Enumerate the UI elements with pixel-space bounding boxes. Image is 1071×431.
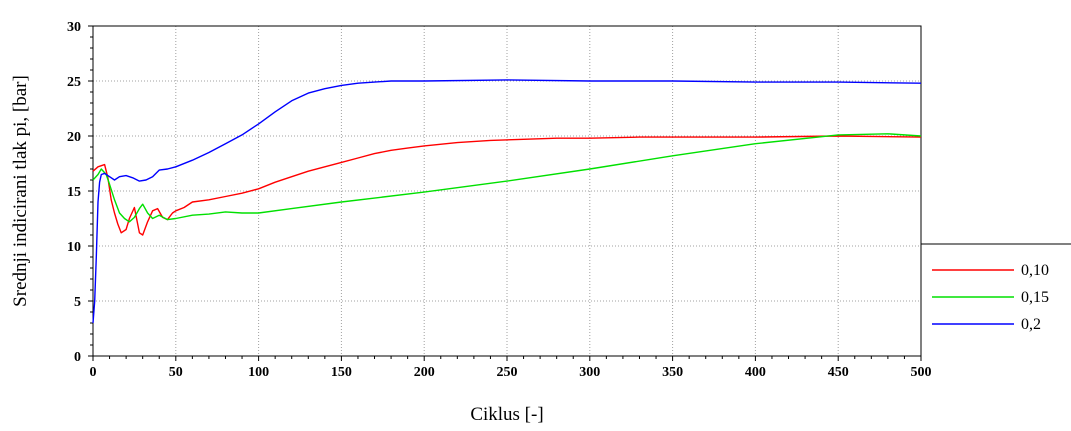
legend-label-2: 0,15 [1021, 289, 1049, 306]
legend-label-3: 0,2 [1021, 316, 1041, 333]
axis-ticks: 0 50 100 150 200 250 300 350 400 450 500 0 5 10 15 20 25… [67, 20, 932, 380]
x-tick-label: 400 [745, 365, 766, 380]
y-tick-label: 5 [74, 295, 81, 310]
series-line-1 [92, 135, 922, 236]
legend-label-1: 0,10 [1021, 262, 1049, 279]
x-tick-label: 50 [169, 365, 183, 380]
x-tick-label: 300 [579, 365, 600, 380]
y-tick-label: 30 [67, 20, 81, 35]
series-lines [92, 79, 922, 324]
x-tick-label: 350 [662, 365, 683, 380]
x-tick-label: 250 [497, 365, 518, 380]
x-tick-label: 0 [90, 365, 97, 380]
y-tick-label: 10 [67, 240, 81, 255]
y-tick-label: 0 [74, 350, 81, 365]
y-tick-label: 25 [67, 75, 81, 90]
x-tick-label: 200 [414, 365, 435, 380]
y-axis-label: Srednji indicirani tlak pi, [bar] [10, 75, 31, 307]
x-axis-label: Ciklus [-] [470, 404, 543, 425]
x-tick-label: 150 [331, 365, 352, 380]
x-tick-label: 450 [828, 365, 849, 380]
x-tick-label: 100 [248, 365, 269, 380]
series-line-2 [92, 133, 922, 223]
legend: 0,10 0,15 0,2 [921, 243, 1071, 333]
y-tick-label: 15 [67, 185, 81, 200]
y-tick-label: 20 [67, 130, 81, 145]
series-line-3 [92, 79, 922, 324]
x-tick-label: 500 [911, 365, 932, 380]
